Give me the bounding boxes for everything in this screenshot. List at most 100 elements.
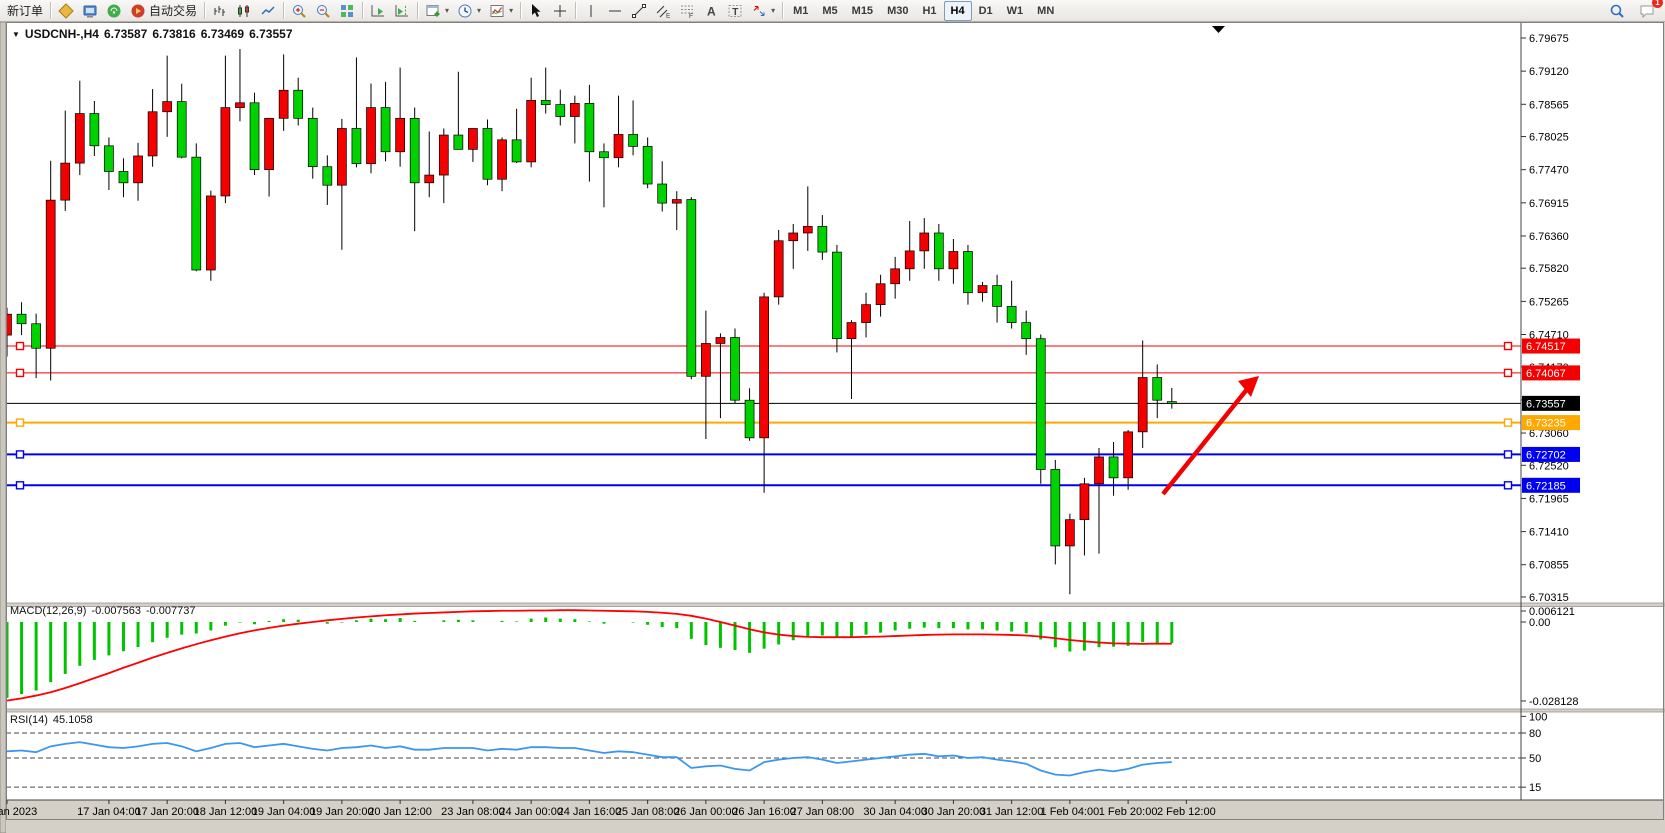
notifications-button[interactable]: 1 — [1635, 0, 1663, 22]
zoom-out-button[interactable] — [311, 0, 335, 22]
bar-chart-button[interactable] — [208, 0, 232, 22]
candle-body — [701, 343, 711, 377]
timeframe-h1-button[interactable]: H1 — [922, 4, 937, 17]
tile-windows-button[interactable] — [335, 0, 359, 22]
auto-trading-button[interactable]: 自动交易 — [126, 0, 201, 22]
timeframe-m5-button[interactable]: M5 — [822, 4, 838, 17]
candle-body — [366, 107, 376, 165]
time-tick-label: 2 Feb 12:00 — [1157, 806, 1216, 818]
templates-button[interactable]: ▾ — [485, 0, 517, 22]
candle-body — [1065, 519, 1075, 547]
price-axis[interactable]: 6.79675 6.79120 6.78565 6.78025 6.77470 6.769… — [1521, 33, 1580, 604]
line-handle[interactable] — [15, 418, 25, 427]
new-order-label: 新订单 — [7, 4, 44, 18]
pane-splitter[interactable] — [5, 602, 1665, 607]
time-tick-label: 1 Feb 20:00 — [1099, 806, 1158, 818]
candle-body — [31, 323, 41, 349]
candle-body — [730, 337, 740, 401]
candle-body — [1050, 469, 1061, 547]
equidistant-channel-button[interactable]: E — [651, 0, 675, 22]
macd-axis-label: -0.028128 — [1529, 696, 1579, 708]
chart-canvas[interactable]: 6.79675 6.79120 6.78565 6.78025 6.77470 6.769… — [0, 22, 1665, 833]
new-chart-button[interactable]: ▾ — [421, 0, 453, 22]
charts-panel-button[interactable] — [54, 0, 78, 22]
price-badge-label: 6.73235 — [1526, 418, 1566, 430]
time-tick-label: 26 Jan 00:00 — [674, 806, 738, 818]
chevron-down-icon[interactable]: ▾ — [509, 6, 514, 15]
time-tick-label: 30 Jan 20:00 — [922, 806, 986, 818]
price-badge — [1522, 365, 1580, 381]
new-order-button[interactable]: 新订单 — [3, 0, 47, 22]
line-handle[interactable] — [15, 481, 25, 490]
pane-splitter[interactable] — [5, 708, 1665, 713]
line-chart-button[interactable] — [256, 0, 280, 22]
price-badge — [1522, 338, 1580, 354]
candlestick-chart-button[interactable] — [232, 0, 256, 22]
timeframe-mn-button[interactable]: MN — [1037, 4, 1055, 17]
candle-body — [133, 155, 143, 184]
periods-button[interactable]: ▾ — [453, 0, 485, 22]
timeframe-w1-button[interactable]: W1 — [1006, 4, 1024, 17]
crosshair-button[interactable] — [548, 0, 572, 22]
price-tick-label: 6.79120 — [1529, 66, 1569, 78]
candle-body — [322, 166, 333, 186]
candle-body — [890, 268, 901, 285]
chart-shift-marker[interactable] — [1212, 26, 1225, 33]
chevron-down-icon[interactable]: ▼ — [12, 29, 20, 39]
arrow-annotation[interactable] — [1161, 376, 1259, 496]
text-label-button[interactable]: T — [723, 0, 747, 22]
candle-body — [817, 226, 828, 253]
time-tick-label: 19 Jan 04:00 — [252, 806, 316, 818]
price-badge-label: 6.72702 — [1526, 449, 1566, 461]
chart-shift-icon — [394, 3, 410, 19]
fibonacci-icon: F — [679, 3, 695, 19]
line-handle[interactable] — [15, 450, 25, 459]
line-handle[interactable] — [1503, 450, 1513, 459]
timeframe-h4-button[interactable]: H4 — [943, 0, 972, 21]
chevron-down-icon[interactable]: ▾ — [445, 6, 450, 15]
horizontal-line-button[interactable] — [603, 0, 627, 22]
line-handle[interactable] — [1503, 368, 1513, 378]
zoom-in-button[interactable] — [287, 0, 311, 22]
svg-text:E: E — [666, 12, 671, 19]
line-handle[interactable] — [1503, 481, 1513, 490]
zoom-in-icon — [291, 3, 307, 19]
chart-shift-button[interactable] — [390, 0, 414, 22]
rsi-value: 45.1058 — [52, 714, 93, 726]
line-handle[interactable] — [1503, 341, 1513, 351]
timeframe-d1-button[interactable]: D1 — [978, 4, 993, 17]
auto-scroll-button[interactable] — [366, 0, 390, 22]
trendline-button[interactable] — [627, 0, 651, 22]
signals-button[interactable] — [102, 0, 126, 22]
rsi-axis-label: 80 — [1529, 728, 1541, 740]
macd-pane[interactable] — [6, 609, 1174, 702]
price-pane[interactable] — [3, 49, 1522, 595]
timeframe-m1-button[interactable]: M1 — [793, 4, 809, 17]
search-button[interactable] — [1605, 0, 1629, 22]
line-handle[interactable] — [15, 341, 25, 351]
timeframe-m30-button[interactable]: M30 — [887, 4, 909, 17]
rsi-axis-label: 50 — [1529, 753, 1541, 765]
time-tick-label: 17 Jan 04:00 — [77, 806, 141, 818]
price-tick-label: 6.79675 — [1529, 33, 1569, 45]
chevron-down-icon[interactable]: ▾ — [477, 6, 482, 15]
text-button[interactable]: A — [699, 0, 723, 22]
line-handle[interactable] — [15, 368, 25, 378]
rsi-line — [6, 741, 1172, 777]
cursor-button[interactable] — [524, 0, 548, 22]
timeframe-m15-button[interactable]: M15 — [851, 4, 874, 17]
toolbar-separator — [283, 2, 285, 19]
vertical-line-button[interactable] — [579, 0, 603, 22]
line-handle[interactable] — [1503, 418, 1513, 427]
toolbar-separator — [782, 2, 784, 19]
candle-body — [802, 226, 813, 234]
rsi-pane[interactable] — [6, 732, 1521, 788]
market-watch-button[interactable] — [78, 0, 102, 22]
auto-scroll-icon — [370, 3, 386, 19]
fibonacci-button[interactable]: F — [675, 0, 699, 22]
toolbar-separator — [417, 2, 419, 19]
arrow-objects-button[interactable]: ▾ — [747, 0, 779, 22]
chevron-down-icon[interactable]: ▾ — [771, 6, 776, 15]
